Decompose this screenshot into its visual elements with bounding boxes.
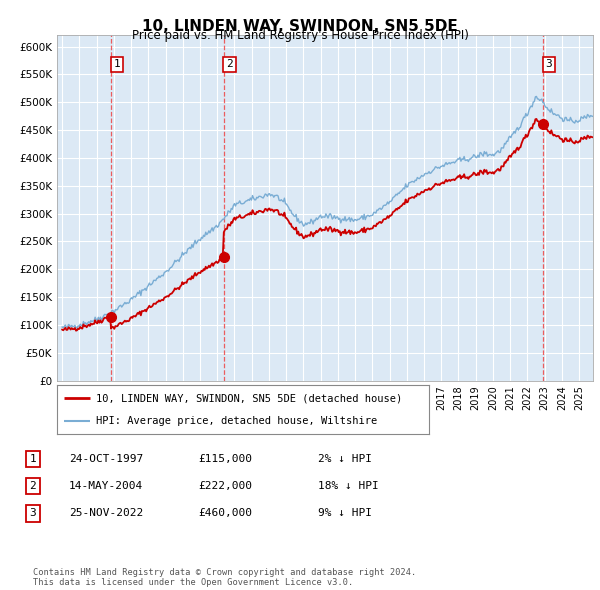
Text: £222,000: £222,000 [198, 481, 252, 491]
Text: £460,000: £460,000 [198, 509, 252, 518]
Text: 25-NOV-2022: 25-NOV-2022 [69, 509, 143, 518]
Text: 2: 2 [226, 60, 233, 70]
Text: 2: 2 [29, 481, 37, 491]
Text: £115,000: £115,000 [198, 454, 252, 464]
Text: 1: 1 [113, 60, 120, 70]
Text: Price paid vs. HM Land Registry's House Price Index (HPI): Price paid vs. HM Land Registry's House … [131, 30, 469, 42]
Text: 10, LINDEN WAY, SWINDON, SN5 5DE (detached house): 10, LINDEN WAY, SWINDON, SN5 5DE (detach… [96, 394, 403, 404]
Text: 1: 1 [29, 454, 37, 464]
Text: 10, LINDEN WAY, SWINDON, SN5 5DE: 10, LINDEN WAY, SWINDON, SN5 5DE [142, 19, 458, 34]
Text: Contains HM Land Registry data © Crown copyright and database right 2024.
This d: Contains HM Land Registry data © Crown c… [33, 568, 416, 587]
Text: 9% ↓ HPI: 9% ↓ HPI [318, 509, 372, 518]
Text: 14-MAY-2004: 14-MAY-2004 [69, 481, 143, 491]
Text: 3: 3 [545, 60, 552, 70]
Text: 2% ↓ HPI: 2% ↓ HPI [318, 454, 372, 464]
Text: 24-OCT-1997: 24-OCT-1997 [69, 454, 143, 464]
Text: HPI: Average price, detached house, Wiltshire: HPI: Average price, detached house, Wilt… [96, 415, 377, 425]
Text: 3: 3 [29, 509, 37, 518]
Text: 18% ↓ HPI: 18% ↓ HPI [318, 481, 379, 491]
